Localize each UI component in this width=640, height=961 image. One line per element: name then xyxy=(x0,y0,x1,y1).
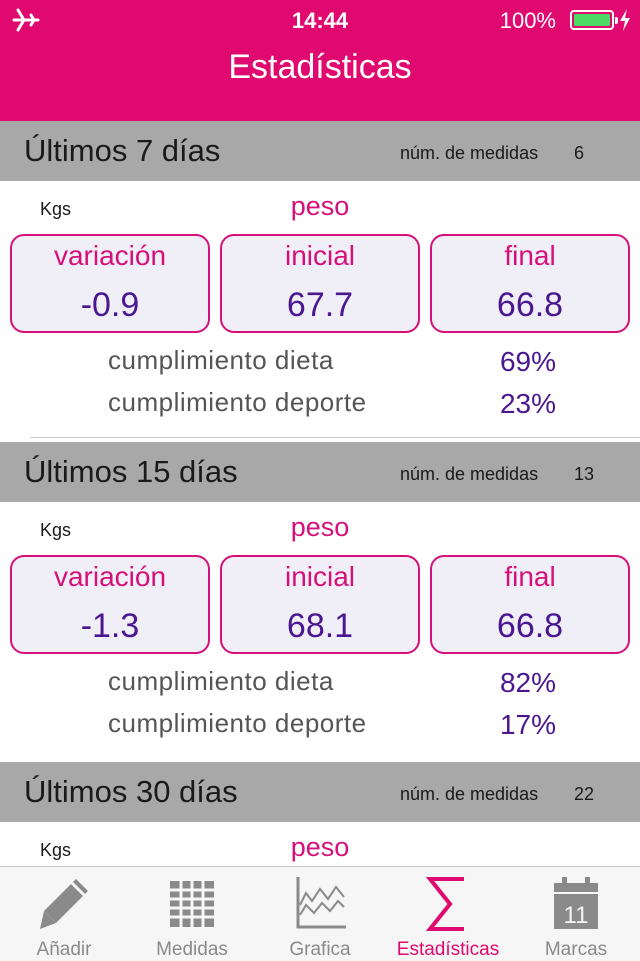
calendar-day-number: 11 xyxy=(564,902,589,929)
initial-box: inicial 67.7 xyxy=(220,234,420,333)
battery-nub xyxy=(615,17,618,24)
tab-marcas[interactable]: 11 Marcas xyxy=(512,867,640,961)
navigation-header: 14:44 100% Estadísticas xyxy=(0,0,640,121)
variation-label: variación xyxy=(53,240,167,271)
sport-compliance-label: cumplimiento deporte xyxy=(108,708,367,738)
tab-label: Grafica xyxy=(289,939,351,960)
page-title: Estadísticas xyxy=(228,48,412,86)
measurements-count: 22 xyxy=(574,784,595,804)
section-divider xyxy=(30,437,640,438)
sport-compliance-value: 17% xyxy=(499,709,557,740)
measurements-count-label: núm. de medidas xyxy=(400,784,539,804)
tab-label: Añadir xyxy=(36,939,92,960)
final-label: final xyxy=(504,240,556,271)
unit-label: Kgs xyxy=(40,199,72,219)
measurements-count-label: núm. de medidas xyxy=(400,143,539,163)
status-time: 14:44 xyxy=(291,8,349,33)
diet-compliance-value: 69% xyxy=(499,346,557,377)
unit-label: Kgs xyxy=(40,840,72,860)
tab-medidas[interactable]: Medidas xyxy=(128,867,256,961)
final-label: final xyxy=(504,561,556,592)
metric-label: peso xyxy=(290,512,350,542)
tab-grafica[interactable]: Grafica xyxy=(256,867,384,961)
variation-label: variación xyxy=(53,561,167,592)
tab-bar: Añadir Medidas Grafica Estadísticas xyxy=(0,866,640,961)
variation-value: -0.9 xyxy=(80,286,140,324)
measurements-count: 13 xyxy=(574,464,595,484)
diet-compliance-label: cumplimiento dieta xyxy=(108,345,334,375)
initial-label: inicial xyxy=(284,240,356,271)
tab-estadisticas[interactable]: Estadísticas xyxy=(384,867,512,961)
grid-icon xyxy=(170,881,214,927)
unit-label: Kgs xyxy=(40,520,72,540)
sport-compliance-label: cumplimiento deporte xyxy=(108,387,367,417)
section-title: Últimos 7 días xyxy=(24,133,221,168)
initial-value: 67.7 xyxy=(286,286,354,324)
initial-label: inicial xyxy=(284,561,356,592)
section-header: Últimos 15 días núm. de medidas 13 xyxy=(0,442,640,502)
battery-fill xyxy=(574,14,610,26)
variation-value: -1.3 xyxy=(80,607,140,645)
chart-icon xyxy=(296,877,346,929)
initial-box: inicial 68.1 xyxy=(220,555,420,654)
stats-section-30-days: Últimos 30 días núm. de medidas 22 Kgs p… xyxy=(0,762,640,866)
airplane-icon xyxy=(12,8,40,32)
diet-compliance-label: cumplimiento dieta xyxy=(108,666,334,696)
pencil-icon xyxy=(40,879,88,929)
diet-compliance-value: 82% xyxy=(499,667,557,698)
status-bar: 14:44 100% xyxy=(0,0,640,40)
variation-box: variación -1.3 xyxy=(10,555,210,654)
section-header: Últimos 7 días núm. de medidas 6 xyxy=(0,121,640,181)
tab-anadir[interactable]: Añadir xyxy=(0,867,128,961)
calendar-icon: 11 xyxy=(554,877,598,929)
final-box: final 66.8 xyxy=(430,234,630,333)
sport-compliance-value: 23% xyxy=(499,388,557,419)
section-title: Últimos 15 días xyxy=(24,454,238,489)
section-header: Últimos 30 días núm. de medidas 22 xyxy=(0,762,640,822)
final-box: final 66.8 xyxy=(430,555,630,654)
initial-value: 68.1 xyxy=(286,607,354,645)
charging-bolt-icon xyxy=(620,9,630,31)
final-value: 66.8 xyxy=(496,607,564,645)
metric-label: peso xyxy=(290,191,350,221)
final-value: 66.8 xyxy=(496,286,564,324)
measurements-count: 6 xyxy=(574,143,585,163)
stats-section-15-days: Últimos 15 días núm. de medidas 13 Kgs p… xyxy=(0,442,640,760)
battery-icon xyxy=(570,10,618,30)
measurements-count-label: núm. de medidas xyxy=(400,464,539,484)
tab-label: Marcas xyxy=(544,939,608,960)
tab-label: Medidas xyxy=(156,939,228,960)
metric-label: peso xyxy=(290,832,350,862)
stats-section-7-days: Últimos 7 días núm. de medidas 6 Kgs pes… xyxy=(0,121,640,439)
tab-label: Estadísticas xyxy=(396,939,500,960)
battery-percentage: 100% xyxy=(499,8,556,33)
variation-box: variación -0.9 xyxy=(10,234,210,333)
section-title: Últimos 30 días xyxy=(24,774,238,809)
sigma-icon xyxy=(425,877,464,931)
